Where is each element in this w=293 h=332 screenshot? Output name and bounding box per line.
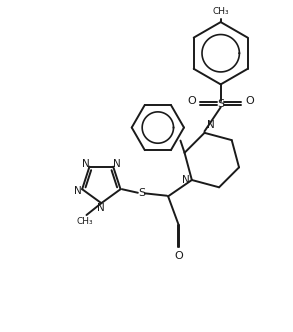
Text: N: N: [98, 203, 105, 212]
Text: N: N: [207, 121, 214, 130]
Text: CH₃: CH₃: [77, 216, 93, 225]
Text: S: S: [138, 188, 145, 198]
Text: N: N: [82, 159, 90, 169]
Text: N: N: [74, 186, 81, 196]
Text: S: S: [217, 99, 224, 109]
Text: N: N: [113, 159, 121, 169]
Text: N: N: [182, 175, 190, 185]
Text: CH₃: CH₃: [212, 7, 229, 16]
Text: O: O: [188, 96, 196, 106]
Text: O: O: [174, 251, 183, 261]
Text: O: O: [245, 96, 254, 106]
